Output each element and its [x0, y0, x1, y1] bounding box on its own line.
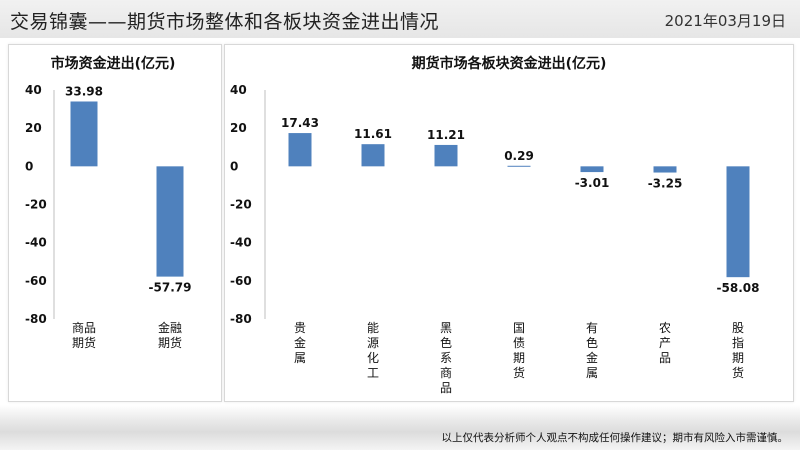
category-label-line: 色: [440, 336, 452, 350]
y-tick-label: -40: [25, 236, 47, 250]
category-label-line: 金: [586, 350, 598, 365]
data-label: 11.61: [354, 127, 392, 141]
category-label: 金融期货: [158, 320, 182, 350]
category-label-line: 金: [294, 335, 306, 350]
bar-3: [507, 165, 531, 167]
category-label-line: 化: [367, 351, 379, 365]
category-label-line: 能: [367, 321, 379, 335]
bar-1: [156, 166, 184, 277]
category-label: 商品期货: [72, 320, 96, 350]
footer-band: [0, 405, 800, 450]
bar-4: [580, 166, 604, 173]
y-tick-label: 20: [230, 121, 247, 135]
data-label: -57.79: [149, 281, 192, 295]
bar-2: [434, 144, 458, 167]
category-label-line: 期: [513, 351, 525, 365]
y-tick-label: 40: [230, 83, 247, 97]
category-label-line: 色: [586, 336, 598, 350]
category-label-line: 期货: [72, 335, 96, 350]
category-label-line: 源: [367, 336, 379, 350]
category-label-line: 商品: [72, 320, 96, 335]
y-tick-label: -20: [25, 198, 47, 212]
category-label: 有色金属: [586, 321, 598, 380]
header-band: 交易锦囊——期货市场整体和各板块资金进出情况 2021年03月19日: [0, 0, 800, 38]
y-tick-label: -80: [25, 312, 47, 326]
y-tick-label: -40: [230, 236, 252, 250]
market-flow-chart: 市场资金进出(亿元)40200-20-40-60-8033.98商品期货-57.…: [25, 55, 192, 350]
y-tick-label: 0: [25, 159, 33, 173]
report-date: 2021年03月19日: [664, 12, 786, 30]
category-label: 能源化工: [367, 321, 379, 380]
category-label: 贵金属: [294, 321, 306, 365]
category-label-line: 系: [440, 351, 452, 365]
bar-6: [726, 166, 750, 278]
category-label-line: 期货: [158, 335, 182, 350]
category-label-line: 国: [513, 321, 525, 335]
page-title: 交易锦囊——期货市场整体和各板块资金进出情况: [10, 11, 440, 33]
disclaimer-text: 以上仅代表分析师个人观点不构成任何操作建议；期市有风险入市需谨慎。: [441, 432, 789, 444]
category-label: 股指期货: [732, 321, 744, 380]
category-label-line: 商: [440, 365, 452, 380]
data-label: -58.08: [717, 281, 760, 295]
category-label-line: 品: [659, 351, 671, 365]
sector-flow-chart-panel: 期货市场各板块资金进出(亿元) 40 20 0 -20 -40 -60 -80 17.43 贵金属…: [224, 44, 794, 402]
category-label-line: 产: [659, 336, 671, 350]
category-label-line: 货: [732, 365, 744, 380]
data-label: -3.25: [648, 177, 683, 191]
data-label: 17.43: [281, 116, 319, 130]
category-label: 国债期货: [513, 321, 525, 380]
data-label: 0.29: [504, 149, 534, 163]
bar-5: [653, 166, 677, 173]
category-label-line: 期: [732, 351, 744, 365]
y-tick-label: 0: [230, 159, 238, 173]
data-label: 11.21: [427, 128, 465, 142]
category-label-line: 属: [294, 351, 306, 365]
category-label-line: 属: [586, 366, 598, 380]
y-tick-label: -80: [230, 312, 252, 326]
category-label-line: 金融: [158, 320, 182, 335]
sector-flow-chart: 期货市场各板块资金进出(亿元)40200-20-40-60-8017.43贵金属…: [230, 55, 760, 395]
category-label-line: 债: [513, 336, 525, 350]
bar-1: [361, 144, 385, 167]
bar-0: [288, 133, 312, 167]
y-tick-label: -60: [230, 274, 252, 288]
y-tick-label: -60: [25, 274, 47, 288]
y-tick-label: 20: [25, 121, 42, 135]
chart-title: 市场资金进出(亿元): [51, 55, 176, 72]
market-flow-chart-panel: 市场资金进出(亿元) 40 20 0 -20 -40 -60 -80 33.98 商品期货 -57.…: [8, 44, 222, 402]
category-label: 农产品: [659, 321, 671, 365]
category-label: 黑色系商品: [440, 321, 452, 395]
category-label-line: 货: [513, 365, 525, 380]
y-tick-label: 40: [25, 83, 42, 97]
data-label: 33.98: [65, 84, 103, 98]
chart-title: 期货市场各板块资金进出(亿元): [412, 55, 607, 72]
category-label-line: 股: [732, 321, 744, 335]
category-label-line: 贵: [294, 321, 306, 335]
data-label: -3.01: [575, 176, 610, 190]
category-label-line: 品: [440, 381, 452, 395]
category-label-line: 工: [367, 366, 379, 380]
bar-0: [70, 101, 98, 167]
category-label-line: 有: [586, 321, 598, 335]
category-label-line: 农: [659, 321, 671, 335]
category-label-line: 指: [732, 335, 744, 350]
category-label-line: 黑: [440, 321, 452, 335]
y-tick-label: -20: [230, 198, 252, 212]
